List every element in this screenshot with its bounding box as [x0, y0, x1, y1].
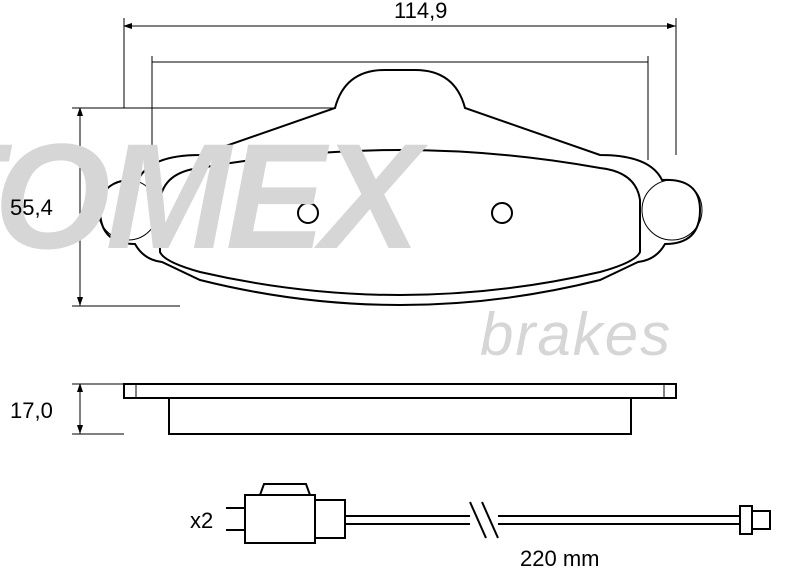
side-view: [124, 384, 676, 434]
connector-body: [245, 495, 315, 543]
front-view: [98, 70, 702, 305]
connector-collar: [315, 500, 345, 538]
mounting-hole-left: [298, 203, 318, 223]
sensor-tip: [752, 511, 770, 529]
label-cable-length: 220 mm: [520, 546, 599, 572]
mounting-ear-right: [642, 180, 702, 240]
connector-latch: [260, 484, 310, 495]
mounting-ear-left: [98, 180, 158, 240]
side-friction-material: [169, 398, 631, 434]
side-backing-plate: [124, 384, 676, 398]
diagram-canvas: TOMEX brakes: [0, 0, 786, 582]
label-height: 55,4: [10, 195, 53, 221]
mounting-hole-right: [492, 203, 512, 223]
label-quantity: x2: [190, 508, 213, 534]
sensor-tip-base: [740, 506, 752, 534]
label-thickness: 17,0: [10, 398, 53, 424]
friction-pad-outline: [160, 150, 640, 295]
label-width: 114,9: [394, 0, 447, 24]
wear-sensor-cable: [226, 484, 770, 543]
drawing-svg: [0, 0, 786, 582]
